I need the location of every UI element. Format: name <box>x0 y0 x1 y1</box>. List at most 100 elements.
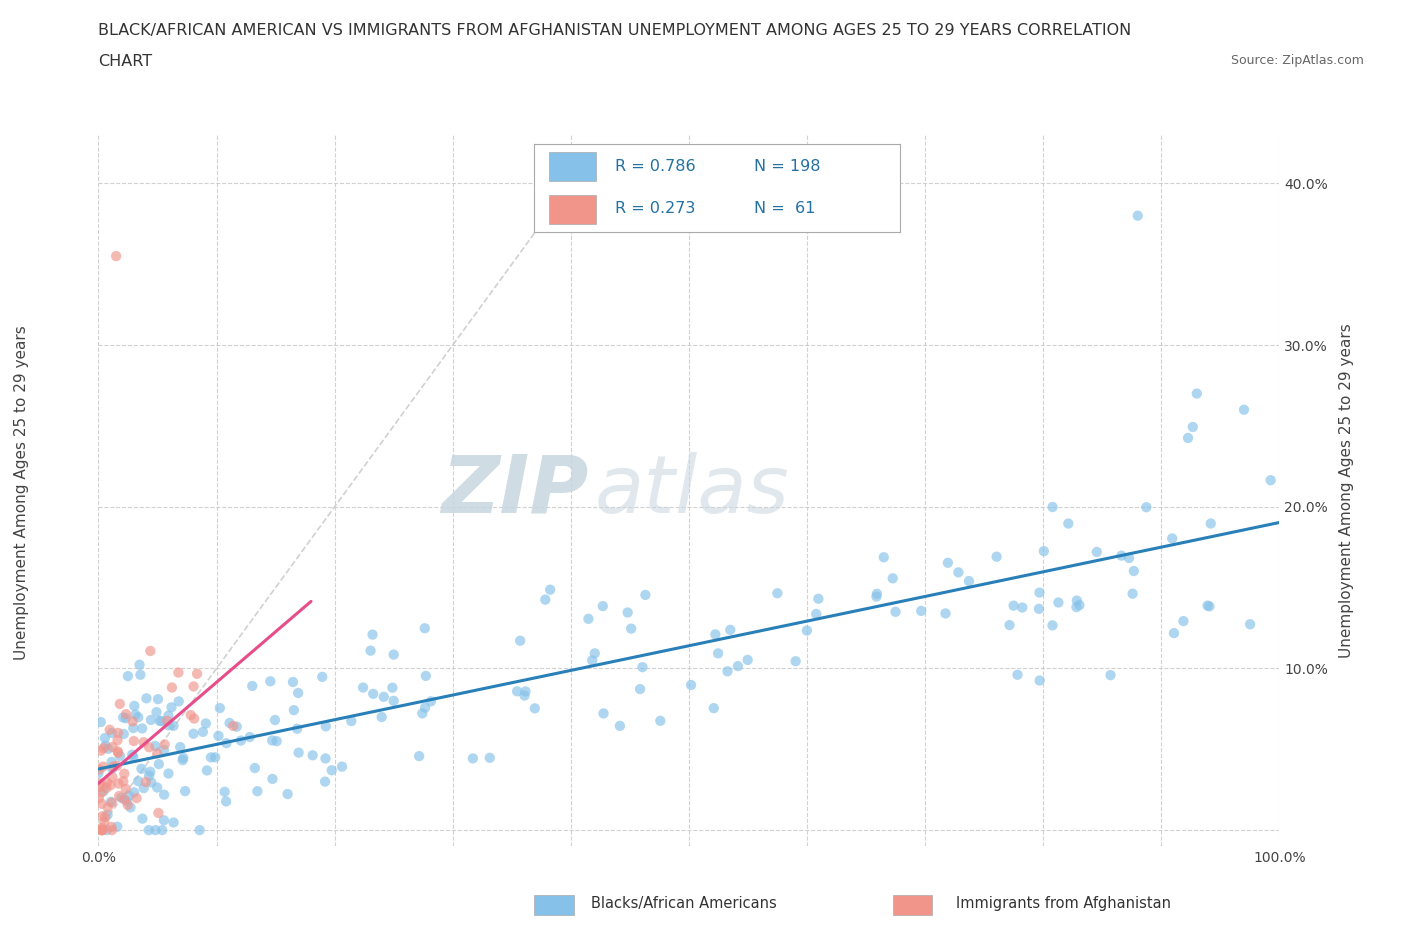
Point <box>131 811 153 826</box>
Point <box>478 751 501 765</box>
Point <box>183 726 205 741</box>
Point <box>183 679 205 694</box>
Point <box>1126 208 1149 223</box>
Point <box>107 725 129 740</box>
Point <box>128 658 150 672</box>
Point <box>91 823 114 838</box>
Point <box>122 785 145 800</box>
Text: Source: ZipAtlas.com: Source: ZipAtlas.com <box>1230 54 1364 67</box>
Point <box>1198 599 1220 614</box>
Point <box>96 780 118 795</box>
Point <box>127 710 149 724</box>
Point <box>277 787 299 802</box>
Point <box>112 766 135 781</box>
Point <box>146 780 169 795</box>
Point <box>96 823 118 838</box>
Point <box>287 685 309 700</box>
Point <box>1185 386 1208 401</box>
Point <box>174 784 197 799</box>
Text: N =  61: N = 61 <box>754 201 815 216</box>
Point <box>1069 598 1091 613</box>
Point <box>97 800 120 815</box>
Point <box>127 774 149 789</box>
Point <box>148 805 170 820</box>
Point <box>509 633 531 648</box>
Point <box>122 750 145 764</box>
Point <box>153 737 176 751</box>
Point <box>108 697 131 711</box>
Bar <box>548 194 596 224</box>
Point <box>609 718 631 733</box>
Point <box>139 712 162 727</box>
Point <box>583 646 606 661</box>
Point <box>264 712 287 727</box>
Point <box>361 627 384 642</box>
Point <box>239 730 262 745</box>
Point <box>186 667 208 682</box>
Point <box>259 674 281 689</box>
Point <box>153 743 176 758</box>
Point <box>112 710 135 724</box>
Point <box>523 701 546 716</box>
Point <box>208 700 231 715</box>
Point <box>1111 549 1133 564</box>
Point <box>703 700 725 715</box>
Point <box>330 759 353 774</box>
Point <box>628 682 651 697</box>
Point <box>718 622 741 637</box>
Point <box>110 790 132 805</box>
Point <box>87 765 110 780</box>
Point <box>707 646 730 661</box>
Point <box>716 664 738 679</box>
Point <box>1028 585 1050 600</box>
Point <box>413 700 436 715</box>
Point <box>873 550 896 565</box>
Point <box>1239 617 1261 631</box>
Point <box>360 644 382 658</box>
Point <box>340 713 363 728</box>
Point <box>1199 516 1222 531</box>
Point <box>90 776 112 790</box>
Point <box>124 707 146 722</box>
Point <box>315 751 337 766</box>
Text: R = 0.273: R = 0.273 <box>614 201 695 216</box>
Point <box>413 621 436 636</box>
Point <box>120 800 142 815</box>
Point <box>301 748 323 763</box>
Point <box>103 759 125 774</box>
Point <box>167 665 190 680</box>
Point <box>370 710 392 724</box>
Point <box>207 728 229 743</box>
Point <box>957 574 980 589</box>
Point <box>1161 531 1184 546</box>
Point <box>1002 598 1025 613</box>
Point <box>101 739 124 754</box>
Point <box>631 659 654 674</box>
Point <box>101 770 124 785</box>
Point <box>132 735 155 750</box>
Point <box>513 688 536 703</box>
Point <box>727 658 749 673</box>
Point <box>461 751 484 766</box>
Point <box>1118 551 1140 565</box>
Point <box>515 684 537 698</box>
Point <box>1066 593 1088 608</box>
Text: Unemployment Among Ages 25 to 29 years: Unemployment Among Ages 25 to 29 years <box>14 326 28 660</box>
Point <box>121 714 143 729</box>
Point <box>117 669 139 684</box>
Point <box>153 813 176 828</box>
Point <box>167 694 190 709</box>
Point <box>361 686 384 701</box>
Point <box>157 708 180 723</box>
Point <box>150 823 173 838</box>
Point <box>934 606 956 621</box>
Point <box>122 721 145 736</box>
Text: CHART: CHART <box>98 54 152 69</box>
Point <box>101 823 124 838</box>
Point <box>1066 600 1088 615</box>
Point <box>125 790 148 805</box>
Text: Immigrants from Afghanistan: Immigrants from Afghanistan <box>956 897 1171 911</box>
Point <box>94 731 117 746</box>
Point <box>150 713 173 728</box>
Point <box>1099 668 1122 683</box>
